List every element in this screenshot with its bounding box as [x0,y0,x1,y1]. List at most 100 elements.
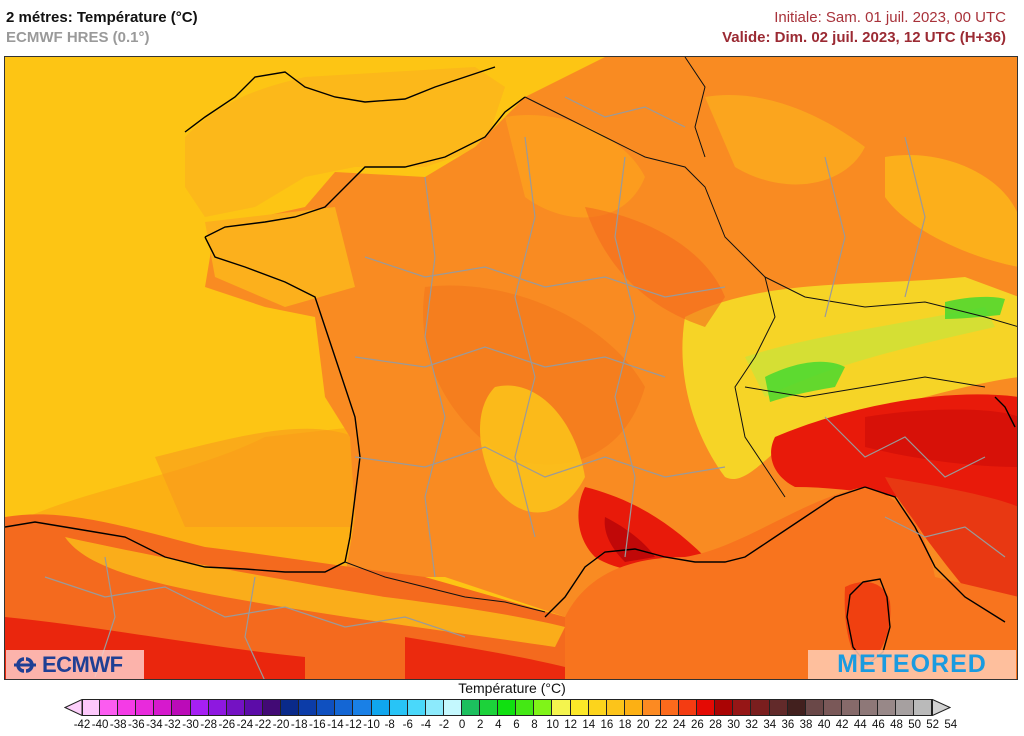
legend-tick-label: -4 [420,719,432,731]
colorbar-swatch [208,699,227,716]
legend-tick-label: -30 [182,719,199,731]
legend-colorbar [82,699,933,716]
colorbar-swatch [226,699,245,716]
header-left: 2 métres: Température (°C) ECMWF HRES (0… [6,8,198,48]
colorbar-swatch [371,699,390,716]
colorbar-swatch [317,699,336,716]
initial-time: Initiale: Sam. 01 juil. 2023, 00 UTC [774,9,1006,26]
legend-tick-label: -38 [109,719,127,731]
header-right: Initiale: Sam. 01 juil. 2023, 00 UTC Val… [722,8,1006,48]
legend-tick-label: 16 [600,719,614,731]
legend-tick-label: -22 [254,719,272,731]
legend-tick-label: 28 [709,719,722,731]
colorbar-swatch [878,699,897,716]
legend-tick-label: -16 [308,719,326,731]
legend-tick-label: 36 [781,719,795,731]
colorbar-swatch [172,699,191,716]
colorbar-swatch [281,699,300,716]
map-canvas [5,57,1017,679]
legend-tick-label: 30 [727,719,740,731]
colorbar-swatch [588,699,607,716]
legend-tick-label: 46 [871,719,885,731]
colorbar-swatch [534,699,553,716]
colorbar-swatch [661,699,680,716]
legend-tick-label: -14 [327,719,344,731]
colorbar-swatch [823,699,842,716]
legend-tick-label: -24 [236,719,254,731]
legend-tick-label: -20 [272,719,290,731]
legend-tick-label: 52 [926,719,940,731]
colorbar-over-arrow-icon [931,699,951,716]
legend-tick-label: 6 [513,719,520,731]
colorbar-swatch [860,699,879,716]
legend-tick-label: 4 [495,719,502,731]
legend-tick-label: 20 [636,719,650,731]
colorbar-swatch [624,699,643,716]
legend-tick-label: -26 [218,719,236,731]
country-borders [344,57,1017,613]
legend-tick-label: 2 [476,719,484,731]
colorbar-swatch [769,699,788,716]
colorbar-swatch [679,699,698,716]
colorbar-swatch [715,699,734,716]
legend-tick-label: 32 [745,719,759,731]
colorbar-swatch [697,699,716,716]
legend-tick-label: -42 [73,719,91,731]
legend-tick-label: -28 [200,719,217,731]
colorbar-swatch [136,699,155,716]
meteored-logo-text: METEORED [837,650,987,678]
colorbar-swatch [733,699,752,716]
colorbar-swatch [389,699,408,716]
ecmwf-logo: ECMWF [6,650,144,679]
valid-time: Valide: Dim. 02 juil. 2023, 12 UTC (H+36… [722,29,1006,46]
colorbar-swatch [335,699,354,716]
model-name: ECMWF HRES (0.1°) [6,29,150,46]
ecmwf-mark-icon [14,656,36,673]
legend-tick-label: 40 [817,719,831,731]
coastlines [5,66,1016,666]
colorbar-swatch [244,699,263,716]
legend-tick-label: 0 [458,719,466,731]
legend-tick-label: -18 [290,719,308,731]
colorbar-swatch [82,699,101,716]
colorbar-swatch [642,699,661,716]
legend-tick-label: -12 [345,719,362,731]
colorbar-swatch [516,699,535,716]
colorbar-swatch [805,699,824,716]
legend-tick-label: 18 [618,719,632,731]
colorbar-swatch [100,699,119,716]
colorbar-swatch [425,699,444,716]
colorbar-swatch [841,699,861,716]
colorbar-swatch [299,699,318,716]
colorbar-swatch [461,699,481,716]
legend-ticks: -42 -40 -38 -36 -34 -32 -30 -28 -26 -24 -22 -20 -18-… [64,719,964,735]
legend-tick-label: -8 [384,719,395,731]
meteored-logo: METEORED [808,650,1016,679]
legend-tick-label: -34 [146,719,163,731]
legend-tick-label: 50 [908,719,921,731]
colorbar-swatch [407,699,426,716]
region-borders [44,96,1006,679]
colorbar-swatch [154,699,173,716]
legend-tick-label: 22 [654,719,668,731]
legend-tick-label: 44 [853,719,867,731]
colorbar-swatch [606,699,625,716]
ecmwf-logo-text: ECMWF [42,651,123,677]
colorbar-swatch [498,699,517,716]
colorbar-swatch [552,699,571,716]
legend-tick-label: 10 [546,719,559,731]
legend-tick-label: 48 [890,719,903,731]
colorbar-swatch [914,699,933,716]
legend-tick-label: -2 [438,719,450,731]
legend-tick-label: 26 [690,719,704,731]
legend-tick-label: 8 [531,719,538,731]
temperature-map[interactable] [4,56,1018,680]
colorbar-swatch [896,699,915,716]
colorbar-swatch [480,699,499,716]
legend-tick-label: 14 [582,719,596,731]
legend-title: Température (°C) [458,680,566,696]
colorbar-swatch [570,699,589,716]
map-title: 2 métres: Température (°C) [6,9,198,26]
legend-tick-label: -32 [164,719,181,731]
legend-tick-label: -6 [402,719,413,731]
